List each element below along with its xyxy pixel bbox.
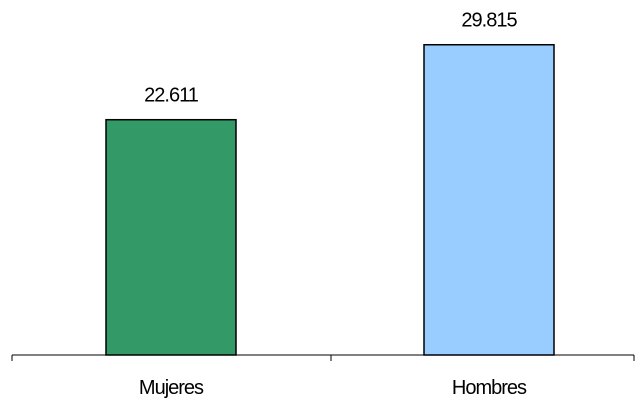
value-label-hombres: 29.815 xyxy=(461,10,517,32)
labels-group: 22.611 Mujeres 29.815 Hombres xyxy=(139,10,528,399)
category-label-hombres: Hombres xyxy=(452,377,527,399)
value-label-mujeres: 22.611 xyxy=(144,85,199,107)
bar-mujeres xyxy=(105,118,237,356)
bar-hombres xyxy=(423,43,555,356)
bars-group xyxy=(105,43,555,356)
category-label-mujeres: Mujeres xyxy=(139,377,204,399)
